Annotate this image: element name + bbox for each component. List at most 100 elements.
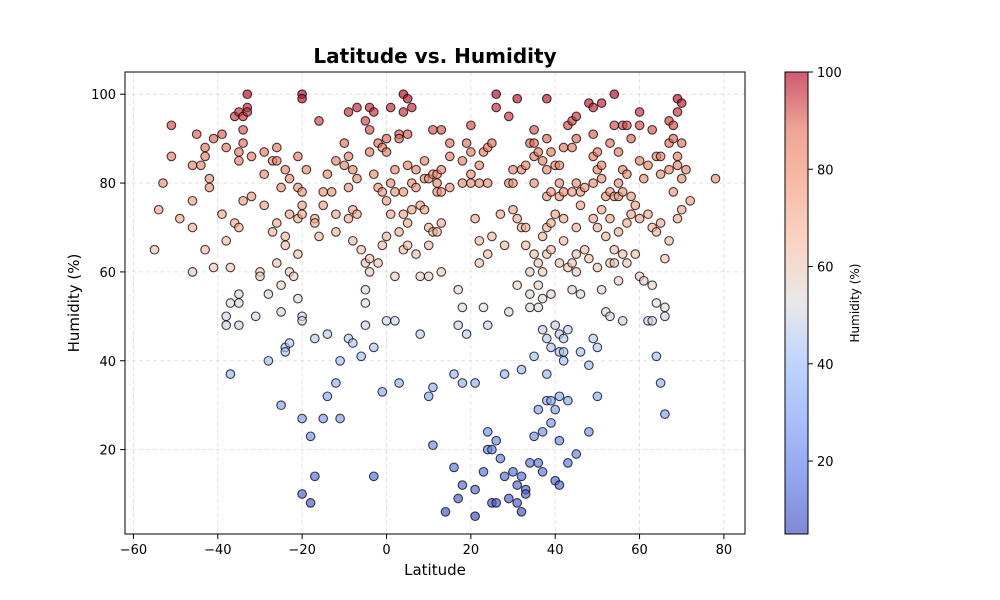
data-point (672, 160, 683, 171)
data-point (225, 298, 236, 308)
data-point (436, 187, 447, 197)
data-point (596, 284, 607, 295)
data-point (364, 147, 375, 157)
data-point (655, 151, 666, 162)
data-point (605, 213, 615, 224)
data-point (466, 169, 476, 180)
data-point (622, 258, 632, 268)
data-point (385, 178, 396, 188)
data-point (187, 267, 198, 277)
data-point (402, 129, 413, 140)
data-point (554, 258, 565, 268)
data-point (668, 187, 679, 197)
data-point (634, 120, 645, 131)
data-point (444, 138, 455, 148)
data-point (609, 244, 620, 255)
data-point (217, 209, 227, 220)
data-point (280, 231, 291, 242)
data-point (343, 182, 354, 193)
data-point (326, 187, 337, 197)
data-point (335, 355, 345, 366)
data-point (263, 289, 274, 299)
y-axis-ticks: 20 40 60 80 100 (91, 88, 125, 459)
data-point (347, 235, 358, 246)
data-point (153, 204, 164, 215)
data-point (444, 151, 455, 162)
data-point (558, 187, 569, 197)
data-point (613, 275, 624, 286)
data-point (436, 267, 447, 277)
data-point (508, 178, 518, 188)
data-point (630, 200, 641, 211)
data-point (390, 187, 400, 197)
data-point (335, 413, 345, 424)
data-point (508, 204, 518, 215)
data-point (655, 218, 666, 228)
data-point (234, 298, 244, 308)
data-point (368, 107, 379, 117)
data-point (423, 391, 434, 402)
data-point (626, 133, 636, 144)
data-point (537, 293, 548, 304)
data-point (158, 178, 168, 188)
colorbar-ticks: 20 40 60 80 100 (808, 66, 842, 470)
data-point (512, 213, 523, 224)
data-point (411, 249, 421, 259)
data-point (432, 227, 442, 237)
y-tick-label: 100 (91, 88, 116, 103)
data-point (221, 142, 232, 153)
data-point (293, 151, 303, 162)
colorbar-tick-label: 20 (817, 455, 834, 470)
data-point (208, 262, 219, 273)
data-point (470, 511, 480, 522)
data-point (419, 155, 430, 166)
data-point (554, 480, 565, 490)
data-point (681, 164, 691, 175)
data-point (710, 173, 721, 184)
data-point (461, 138, 472, 148)
data-point (622, 218, 632, 228)
data-point (525, 302, 535, 313)
data-point (187, 160, 198, 171)
data-point (503, 493, 514, 504)
data-point (234, 320, 244, 331)
data-point (478, 466, 489, 477)
data-point (588, 129, 599, 140)
data-point (546, 418, 556, 428)
data-point (406, 204, 417, 215)
data-point (482, 249, 493, 259)
data-point (428, 382, 438, 393)
data-point (571, 249, 582, 259)
plot-frame (124, 71, 746, 535)
data-point (314, 231, 324, 242)
data-point (546, 244, 556, 255)
data-point (613, 147, 624, 157)
data-point (588, 213, 599, 224)
data-point (660, 311, 670, 322)
data-point (225, 369, 236, 379)
data-point (204, 182, 215, 193)
data-point (309, 471, 320, 482)
data-point (588, 178, 599, 188)
data-point (453, 284, 464, 295)
data-point (558, 347, 569, 357)
data-point (457, 378, 468, 388)
data-point (339, 138, 350, 148)
colorbar-tick-label: 40 (817, 358, 834, 373)
data-point (271, 258, 282, 268)
y-tick-label: 20 (99, 444, 116, 459)
data-point (377, 187, 388, 197)
data-point (149, 244, 160, 255)
data-point (474, 178, 485, 188)
data-point (617, 249, 628, 259)
data-point (626, 209, 636, 220)
data-point (516, 364, 527, 375)
data-point (605, 138, 615, 148)
data-point (529, 249, 539, 259)
colorbar-tick-label: 80 (817, 163, 834, 178)
data-point (385, 209, 396, 220)
data-point (529, 431, 539, 442)
data-point (360, 320, 371, 331)
data-point (204, 173, 215, 184)
data-point (537, 466, 548, 477)
